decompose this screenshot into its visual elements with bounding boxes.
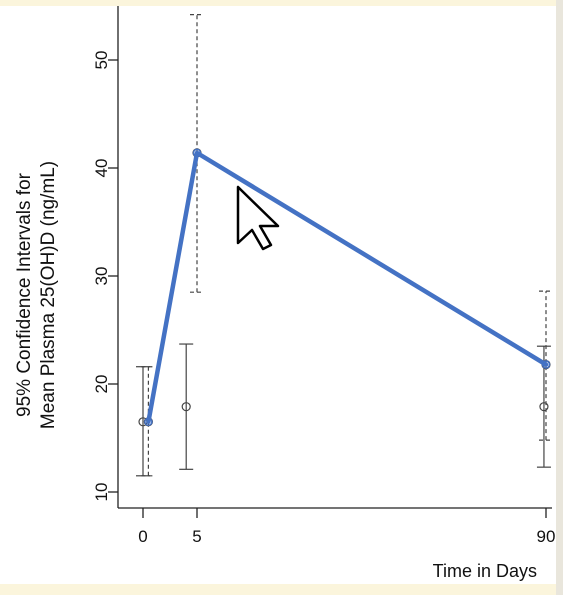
y-tick-label-40: 40 bbox=[92, 159, 111, 178]
x-tick-label-5: 5 bbox=[192, 527, 201, 546]
error-bars bbox=[136, 14, 553, 477]
y-tick-label-20: 20 bbox=[92, 375, 111, 394]
x-tick-label-90: 90 bbox=[537, 527, 556, 546]
axis-labels: 95% Confidence Intervals for Mean Plasma… bbox=[14, 161, 537, 581]
solid-error-bar-1-mean-marker bbox=[181, 402, 191, 412]
y-axis-label-line-1: 95% Confidence Intervals for bbox=[14, 172, 35, 417]
top-band bbox=[0, 0, 563, 6]
series-point-2 bbox=[541, 360, 551, 369]
solid-error-bar-2-mean-marker bbox=[539, 402, 549, 412]
mouse-pointer-icon bbox=[236, 185, 280, 251]
x-axis-label: Time in Days bbox=[433, 561, 537, 581]
y-tick-label-10: 10 bbox=[92, 483, 111, 502]
y-axis-label-line-2: Mean Plasma 25(OH)D (ng/mL) bbox=[38, 161, 59, 429]
axes: 10 20 30 40 50 0 5 90 bbox=[92, 6, 556, 546]
series-line bbox=[146, 150, 549, 425]
series-point-1 bbox=[192, 148, 202, 158]
bottom-band bbox=[0, 584, 563, 595]
series-line-group bbox=[144, 148, 551, 427]
window-edge bbox=[556, 0, 563, 595]
y-tick-label-50: 50 bbox=[92, 51, 111, 70]
series-point-0 bbox=[144, 417, 153, 427]
y-tick-label-30: 30 bbox=[92, 267, 111, 286]
x-tick-label-0: 0 bbox=[138, 527, 147, 546]
